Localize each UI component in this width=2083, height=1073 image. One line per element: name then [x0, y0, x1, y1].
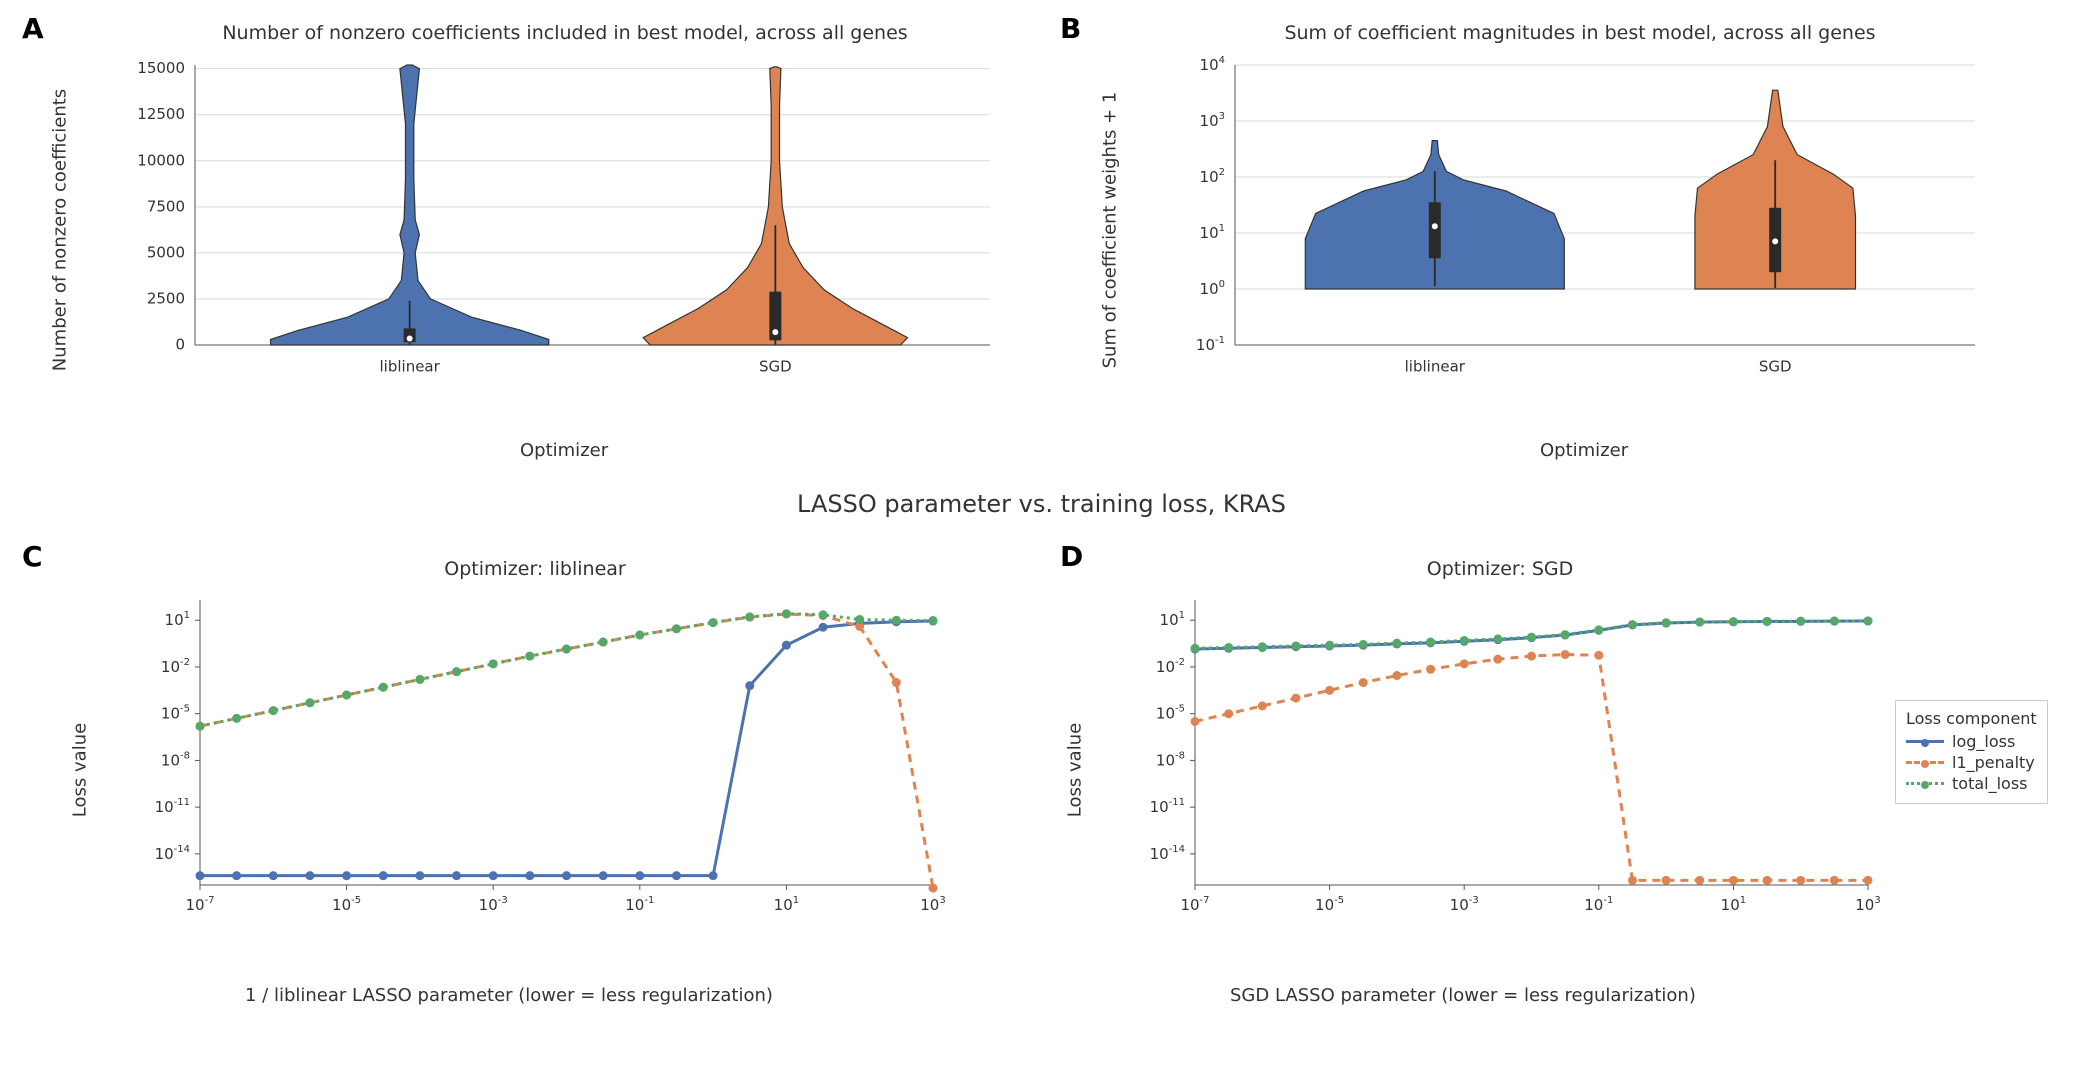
- svg-text:10-5: 10-5: [1156, 703, 1185, 722]
- figure-root: A B C D LASSO parameter vs. training los…: [0, 0, 2083, 1073]
- panel-label-c: C: [22, 540, 43, 573]
- panel-a-plot: 0 2500 5000 7500 10000 12500 15000 liblinear SGD: [125, 55, 1005, 400]
- svg-text:10-1: 10-1: [1584, 895, 1613, 914]
- panel-d-ylabel: Loss value: [1065, 620, 1086, 920]
- legend-swatch: [1906, 761, 1944, 764]
- panel-b-xlabel: Optimizer: [1540, 440, 1628, 461]
- svg-text:10-11: 10-11: [155, 797, 190, 816]
- svg-text:liblinear: liblinear: [380, 358, 441, 376]
- legend-item-l1_penalty: l1_penalty: [1906, 753, 2037, 772]
- panel-a-xlabel: Optimizer: [520, 440, 608, 461]
- svg-text:102: 102: [1200, 167, 1225, 186]
- legend-item-total_loss: total_loss: [1906, 774, 2037, 793]
- svg-text:10-8: 10-8: [1156, 750, 1185, 769]
- svg-text:101: 101: [165, 610, 190, 629]
- panel-label-a: A: [22, 12, 44, 45]
- panel-b-plot: 10-1 100 101 102 103 104 liblinear SGD: [1170, 55, 1990, 400]
- svg-text:12500: 12500: [137, 105, 185, 123]
- svg-text:SGD: SGD: [1759, 358, 1792, 376]
- svg-text:101: 101: [1200, 223, 1225, 242]
- supertitle: LASSO parameter vs. training loss, KRAS: [0, 490, 2083, 518]
- legend-swatch: [1906, 782, 1944, 785]
- panel-a-title: Number of nonzero coefficients included …: [125, 22, 1005, 44]
- svg-text:10-5: 10-5: [332, 895, 361, 914]
- panel-d-title: Optimizer: SGD: [1120, 558, 1880, 580]
- svg-text:10-5: 10-5: [161, 703, 190, 722]
- svg-text:103: 103: [1200, 111, 1225, 130]
- svg-text:5000: 5000: [147, 243, 185, 261]
- svg-text:liblinear: liblinear: [1405, 358, 1466, 376]
- svg-text:10-2: 10-2: [1156, 656, 1185, 675]
- panel-d-xlabel: SGD LASSO parameter (lower = less regula…: [1230, 985, 1696, 1006]
- panel-label-d: D: [1060, 540, 1083, 573]
- svg-text:100: 100: [1200, 279, 1225, 298]
- svg-text:2500: 2500: [147, 289, 185, 307]
- svg-text:101: 101: [1721, 895, 1746, 914]
- loss-legend: Loss component log_loss l1_penalty total_l…: [1895, 700, 2048, 804]
- svg-text:10-11: 10-11: [1150, 797, 1185, 816]
- svg-text:10-2: 10-2: [161, 656, 190, 675]
- svg-text:10-7: 10-7: [185, 895, 214, 914]
- svg-text:10-1: 10-1: [625, 895, 654, 914]
- svg-text:101: 101: [774, 895, 799, 914]
- panel-b-title: Sum of coefficient magnitudes in best mo…: [1170, 22, 1990, 44]
- legend-swatch: [1906, 740, 1944, 743]
- panel-c-ylabel: Loss value: [70, 620, 91, 920]
- legend-item-log_loss: log_loss: [1906, 732, 2037, 751]
- legend-label: total_loss: [1952, 774, 2028, 793]
- panel-a-ylabel: Number of nonzero coefficients: [50, 60, 71, 400]
- svg-text:10-8: 10-8: [161, 750, 190, 769]
- svg-text:7500: 7500: [147, 197, 185, 215]
- svg-text:103: 103: [1855, 895, 1880, 914]
- panel-b-ylabel: Sum of coefficient weights + 1: [1100, 60, 1121, 400]
- legend-label: log_loss: [1952, 732, 2015, 751]
- svg-text:104: 104: [1200, 55, 1225, 74]
- svg-text:SGD: SGD: [759, 358, 792, 376]
- panel-d-plot: 10-7 10-5 10-3 10-1 101 103 10-14 10-11 10-8 10-5…: [1120, 590, 1880, 940]
- svg-text:15000: 15000: [137, 59, 185, 77]
- svg-text:10-3: 10-3: [479, 895, 508, 914]
- legend-label: l1_penalty: [1952, 753, 2035, 772]
- panel-label-b: B: [1060, 12, 1081, 45]
- panel-c-xlabel: 1 / liblinear LASSO parameter (lower = l…: [245, 985, 773, 1006]
- svg-text:10-5: 10-5: [1315, 895, 1344, 914]
- svg-text:10-14: 10-14: [1150, 843, 1185, 862]
- svg-text:103: 103: [920, 895, 945, 914]
- svg-text:10-14: 10-14: [155, 843, 190, 862]
- panel-c-plot: 10-7 10-5 10-3 10-1 101 103 10-14 10-11 10-8 10-5…: [125, 590, 945, 940]
- svg-text:101: 101: [1160, 610, 1185, 629]
- svg-text:10000: 10000: [137, 151, 185, 169]
- svg-text:10-7: 10-7: [1180, 895, 1209, 914]
- svg-text:0: 0: [175, 336, 185, 354]
- svg-text:10-1: 10-1: [1196, 335, 1225, 354]
- legend-title: Loss component: [1906, 709, 2037, 728]
- panel-c-title: Optimizer: liblinear: [125, 558, 945, 580]
- svg-text:10-3: 10-3: [1450, 895, 1479, 914]
